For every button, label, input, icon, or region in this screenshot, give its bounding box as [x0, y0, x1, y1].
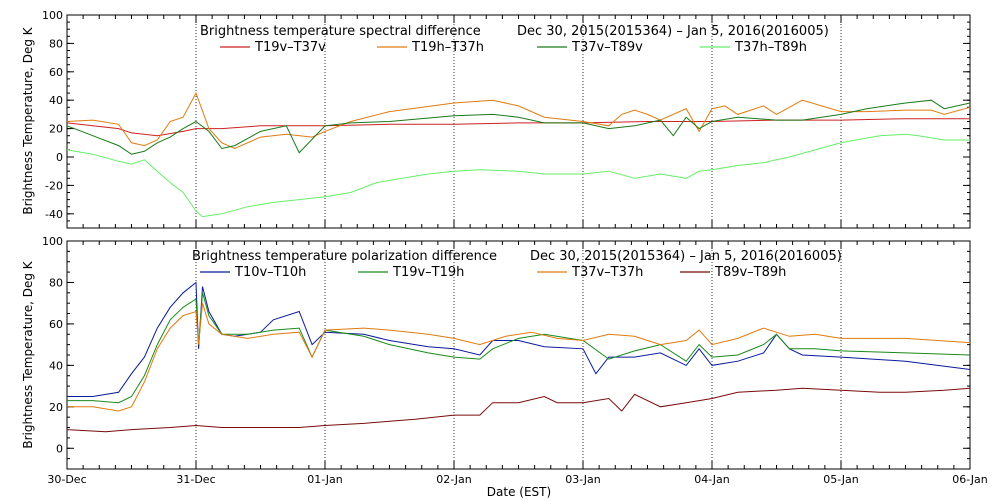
y-tick-label: 40 — [49, 359, 63, 372]
y-ticks: -40 -20 0 20 40 60 80 100 — [42, 9, 970, 229]
y-axis-label: Brightness Temperature, Deg K — [21, 26, 35, 214]
y-tick-label: 80 — [49, 37, 63, 50]
series-line — [66, 118, 970, 137]
x-tick-label: 31-Dec — [176, 473, 215, 486]
series-line — [66, 133, 970, 218]
legend-label: T37v–T37h — [571, 265, 643, 280]
y-tick-label: 80 — [49, 276, 63, 289]
chart-title: Brightness temperature spectral differen… — [200, 24, 481, 39]
series-line — [67, 292, 971, 404]
x-tick-label: 02-Jan — [436, 473, 472, 486]
y-tick-label: 60 — [49, 66, 63, 79]
date-range-label: Dec 30, 2015(2015364) – Jan 5, 2016(2016… — [530, 249, 842, 264]
x-axis-label: Date (EST) — [487, 485, 551, 499]
polarization-difference-panel: 0 20 40 60 80 100 30-Dec 31-Dec 01-Jan 02-Jan 03-… — [21, 235, 988, 499]
series-line — [67, 303, 971, 412]
legend-label: T19h–T37h — [411, 40, 484, 55]
date-range-label: Dec 30, 2015(2015364) – Jan 5, 2016(2016… — [517, 24, 829, 39]
y-tick-label: 100 — [42, 235, 63, 248]
legend-label: T37h–T89h — [734, 40, 807, 55]
x-tick-label: 03-Jan — [565, 473, 601, 486]
y-tick-label: 100 — [42, 9, 63, 22]
legend-label: T19v–T37v — [254, 40, 326, 55]
y-tick-label: 60 — [49, 318, 63, 331]
spectral-difference-panel: -40 -20 0 20 40 60 80 100 Brightness temperatur… — [21, 9, 971, 229]
series-line — [67, 281, 971, 397]
y-tick-label: -40 — [45, 208, 63, 221]
legend: T10v–T10h T19v–T19h T37v–T37h T89v–T89h — [200, 265, 786, 280]
legend-label: T37v–T89v — [571, 40, 643, 55]
series-line — [66, 91, 971, 150]
series-line — [66, 99, 971, 155]
legend-label: T19v–T19h — [392, 265, 464, 280]
series-lines — [66, 281, 971, 433]
y-tick-label: 20 — [49, 401, 63, 414]
y-tick-label: 0 — [56, 151, 63, 164]
x-tick-label: 01-Jan — [307, 473, 343, 486]
x-tick-label: 04-Jan — [694, 473, 730, 486]
plot-frame — [66, 14, 971, 229]
x-tick-label: 06-Jan — [952, 473, 988, 486]
day-gridlines — [66, 15, 971, 228]
y-tick-label: 40 — [49, 94, 63, 107]
day-gridlines — [195, 241, 842, 469]
x-ticks: 30-Dec 31-Dec 01-Jan 02-Jan 03-Jan 04-Jan 05-J… — [47, 241, 988, 486]
y-tick-label: 20 — [49, 123, 63, 136]
legend-label: T89v–T89h — [714, 265, 786, 280]
y-tick-label: -20 — [45, 179, 63, 192]
series-lines — [66, 91, 971, 218]
legend: T19v–T37v T19h–T37h T37v–T89v T37h–T89h — [220, 40, 807, 55]
x-tick-label: 30-Dec — [47, 473, 86, 486]
x-tick-label: 05-Jan — [823, 473, 859, 486]
y-tick-label: 0 — [56, 442, 63, 455]
plot-frame — [66, 240, 971, 470]
series-line — [66, 387, 971, 433]
y-axis-label: Brightness Temperature, Deg K — [21, 260, 35, 448]
chart-title: Brightness temperature polarization diff… — [192, 249, 497, 264]
legend-label: T10v–T10h — [234, 265, 306, 280]
y-ticks: 0 20 40 60 80 100 — [42, 235, 970, 470]
